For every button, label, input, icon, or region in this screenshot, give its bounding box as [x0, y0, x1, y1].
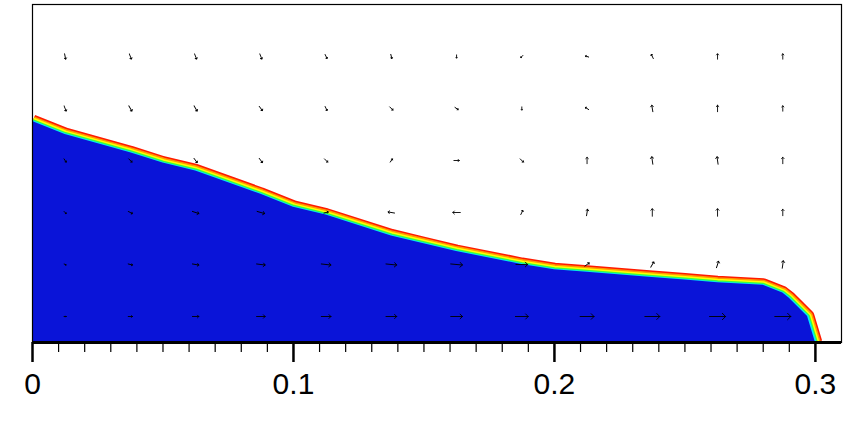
- svg-text:0.3: 0.3: [795, 367, 837, 400]
- svg-text:0.2: 0.2: [534, 367, 576, 400]
- svg-text:0: 0: [24, 367, 41, 400]
- svg-text:0.1: 0.1: [273, 367, 315, 400]
